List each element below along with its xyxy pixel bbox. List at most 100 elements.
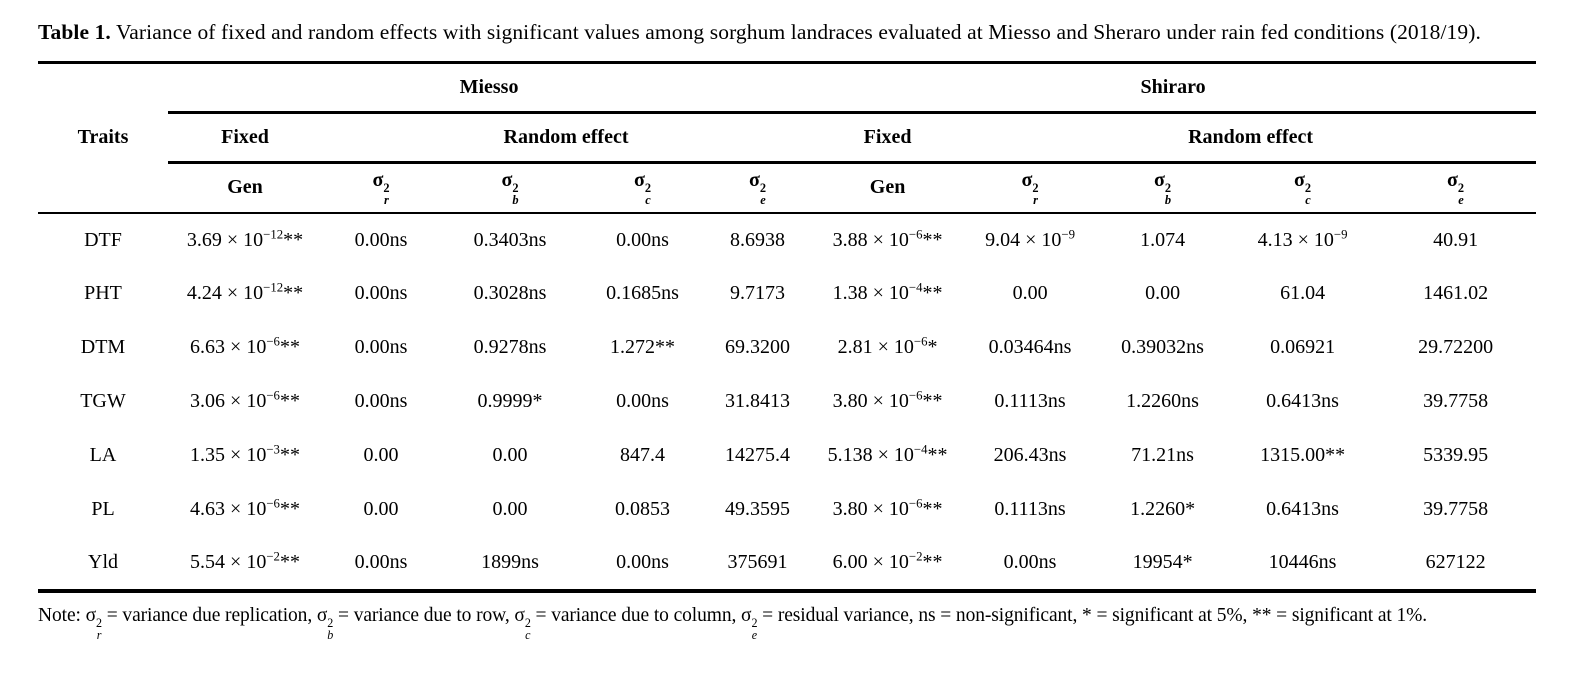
value-cell: 39.7758 bbox=[1423, 390, 1489, 412]
table-row: LA 1.35 × 10−3** 0.00 0.00 847.4 14275.4… bbox=[38, 429, 1536, 483]
value-cell: 0.6413ns bbox=[1266, 498, 1339, 520]
value-cell: 0.00ns bbox=[354, 390, 408, 412]
value-cell: 6.63 × 10−6** bbox=[190, 334, 300, 358]
value-cell: 5.54 × 10−2** bbox=[190, 549, 300, 573]
value-cell: 1.272** bbox=[610, 336, 675, 358]
value-cell: 40.91 bbox=[1433, 228, 1479, 251]
table-body: DTF 3.69 × 10−12** 0.00ns 0.3403ns 0.00n… bbox=[38, 213, 1536, 591]
value-cell: 0.9999* bbox=[477, 390, 543, 412]
value-cell: 0.00ns bbox=[354, 282, 408, 304]
value-cell: 14275.4 bbox=[725, 444, 791, 466]
value-cell: 1461.02 bbox=[1423, 282, 1489, 304]
value-cell: 29.72200 bbox=[1418, 336, 1494, 358]
value-cell: 0.0853 bbox=[615, 498, 670, 520]
value-cell: 0.1113ns bbox=[994, 498, 1066, 520]
value-cell: 206.43ns bbox=[993, 444, 1067, 466]
value-cell: 0.03464ns bbox=[988, 336, 1072, 358]
value-cell: 0.00ns bbox=[354, 228, 408, 251]
value-cell: 1899ns bbox=[481, 551, 539, 573]
value-cell: 9.7173 bbox=[730, 282, 786, 304]
effect-header-row: Fixed Random effect Fixed Random effect bbox=[38, 112, 1537, 164]
value-cell: 0.3028ns bbox=[473, 282, 547, 304]
value-cell: 71.21ns bbox=[1131, 444, 1194, 466]
value-cell: 3.80 × 10−6** bbox=[832, 388, 943, 412]
miesso-gen-header: Gen bbox=[168, 162, 322, 214]
value-cell: 3.69 × 10−12** bbox=[186, 226, 304, 251]
value-cell: 0.3403ns bbox=[473, 228, 547, 251]
trait-cell: PL bbox=[91, 498, 115, 520]
value-cell: 0.00ns bbox=[616, 551, 669, 573]
value-cell: 10446ns bbox=[1268, 551, 1337, 573]
value-cell: 0.00ns bbox=[1003, 551, 1057, 573]
trait-cell: Yld bbox=[88, 551, 118, 573]
value-cell: 0.00 bbox=[363, 444, 399, 466]
value-cell: 5.138 × 10−4** bbox=[827, 442, 948, 466]
value-cell: 0.06921 bbox=[1270, 336, 1336, 358]
value-cell: 61.04 bbox=[1280, 282, 1326, 304]
table-head: Traits Miesso Shiraro Fixed Random effec… bbox=[38, 62, 1537, 214]
trait-cell: DTF bbox=[84, 228, 122, 251]
value-cell: 0.00ns bbox=[354, 551, 408, 573]
trait-cell: TGW bbox=[80, 390, 126, 412]
value-cell: 0.00ns bbox=[616, 228, 669, 251]
table-row: PL 4.63 × 10−6** 0.00 0.00 0.0853 49.359… bbox=[38, 483, 1536, 537]
group-header-shiraro: Shiraro bbox=[810, 62, 1537, 114]
value-cell: 0.6413ns bbox=[1266, 390, 1339, 412]
value-cell: 2.81 × 10−6* bbox=[837, 334, 938, 358]
value-cell: 6.00 × 10−2** bbox=[832, 549, 943, 573]
value-cell: 39.7758 bbox=[1423, 498, 1489, 520]
value-cell: 1.35 × 10−3** bbox=[190, 442, 300, 466]
page: Table 1. Variance of fixed and random ef… bbox=[38, 16, 1545, 642]
value-cell: 4.24 × 10−12** bbox=[186, 280, 304, 304]
value-cell: 0.00 bbox=[363, 498, 399, 520]
table-row: TGW 3.06 × 10−6** 0.00ns 0.9999* 0.00ns … bbox=[38, 375, 1536, 429]
variance-table: Traits Miesso Shiraro Fixed Random effec… bbox=[38, 61, 1537, 593]
miesso-fixed-header: Fixed bbox=[168, 112, 322, 164]
table-row: Yld 5.54 × 10−2** 0.00ns 1899ns 0.00ns 3… bbox=[38, 537, 1536, 591]
value-cell: 0.00ns bbox=[616, 390, 669, 412]
value-cell: 69.3200 bbox=[725, 336, 791, 358]
location-header-row: Traits Miesso Shiraro bbox=[38, 62, 1537, 214]
value-cell: 3.88 × 10−6** bbox=[832, 226, 943, 251]
group-header-miesso: Miesso bbox=[168, 62, 811, 114]
value-cell: 49.3595 bbox=[725, 498, 791, 520]
trait-cell: PHT bbox=[84, 282, 122, 304]
value-cell: 1.38 × 10−4** bbox=[832, 280, 943, 304]
value-cell: 0.1113ns bbox=[994, 390, 1066, 412]
table-row: DTF 3.69 × 10−12** 0.00ns 0.3403ns 0.00n… bbox=[38, 213, 1536, 267]
value-cell: 0.00 bbox=[1012, 282, 1048, 304]
value-cell: 0.00 bbox=[492, 444, 528, 466]
value-cell: 19954* bbox=[1132, 551, 1193, 573]
value-cell: 0.00 bbox=[1145, 282, 1181, 304]
miesso-random-header: Random effect bbox=[322, 112, 811, 164]
value-cell: 0.00ns bbox=[354, 336, 408, 358]
value-cell: 847.4 bbox=[620, 444, 665, 466]
value-cell: 4.13 × 10−9 bbox=[1257, 226, 1348, 251]
value-cell: 0.00 bbox=[492, 498, 528, 520]
value-cell: 3.06 × 10−6** bbox=[190, 388, 300, 412]
trait-cell: LA bbox=[89, 444, 117, 466]
table-caption-label: Table 1. bbox=[38, 20, 111, 44]
table-caption: Table 1. Variance of fixed and random ef… bbox=[38, 16, 1545, 49]
shiraro-random-header: Random effect bbox=[965, 112, 1537, 164]
table-caption-text: Variance of fixed and random effects wit… bbox=[110, 20, 1481, 44]
table-row: PHT 4.24 × 10−12** 0.00ns 0.3028ns 0.168… bbox=[38, 267, 1536, 321]
value-cell: 375691 bbox=[727, 551, 788, 573]
shiraro-gen-header: Gen bbox=[810, 162, 966, 214]
table-row: DTM 6.63 × 10−6** 0.00ns 0.9278ns 1.272*… bbox=[38, 321, 1536, 375]
value-cell: 8.6938 bbox=[730, 228, 786, 251]
value-cell: 31.8413 bbox=[725, 390, 791, 412]
value-cell: 627122 bbox=[1425, 551, 1486, 573]
value-cell: 0.9278ns bbox=[473, 336, 547, 358]
shiraro-fixed-header: Fixed bbox=[810, 112, 966, 164]
